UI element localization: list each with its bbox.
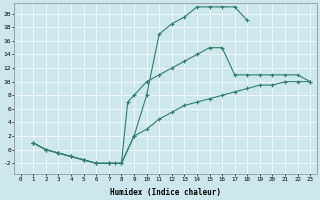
X-axis label: Humidex (Indice chaleur): Humidex (Indice chaleur) (110, 188, 221, 197)
